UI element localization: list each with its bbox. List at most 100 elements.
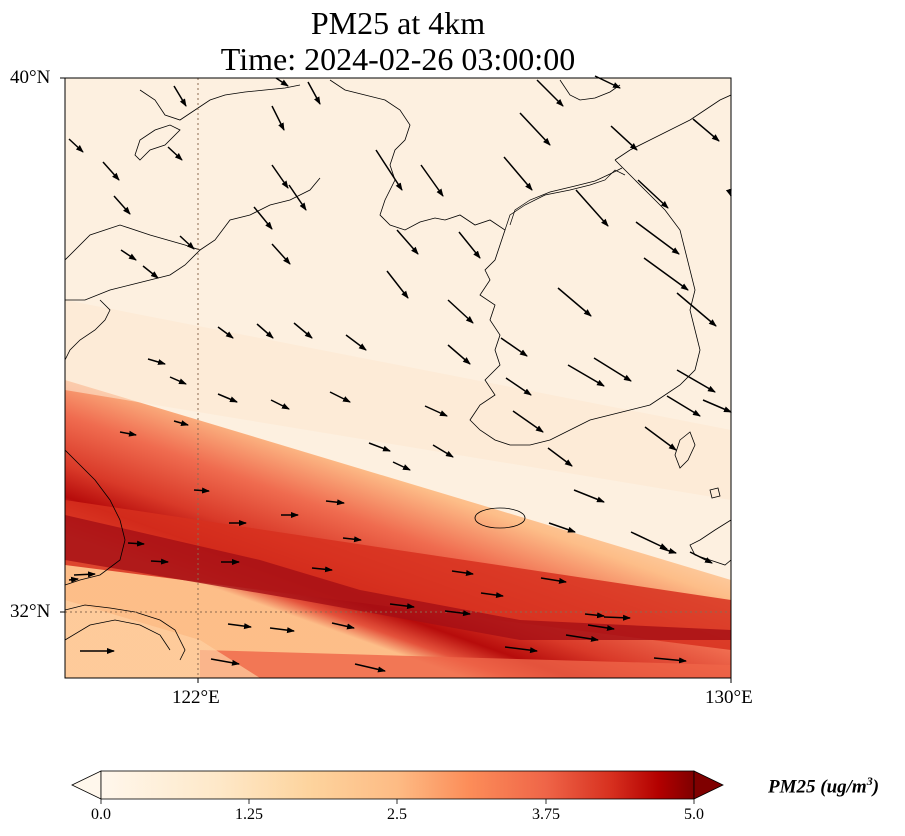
wind-arrow [644,426,677,451]
pm25-field [65,78,731,678]
wind-arrow [256,323,274,339]
wind-arrow [354,663,386,673]
wind-arrow [587,624,615,631]
map-frame [64,77,732,679]
colorbar-label-superscript: 3 [866,774,873,788]
gridlines [65,78,731,678]
wind-arrow [504,646,538,654]
wind-arrow [396,229,419,255]
wind-arrow [167,146,183,161]
wind-arrow [575,189,609,227]
wind-arrow [480,592,504,599]
wind-arrow [451,570,474,576]
wind-arrow [329,391,351,403]
wind-arrow [536,79,564,107]
lat-tick-32n: 32°N [10,601,51,622]
wind-arrow [179,235,195,250]
wind-arrow [557,287,592,317]
wind-arrow [519,112,551,146]
colorbar-tick-0: 0.0 [91,806,111,823]
wind-arrow [173,420,189,426]
colorbar-max-extend [693,770,724,800]
wind-arrow [444,610,471,617]
colorbar-gradient [100,770,695,800]
wind-arrow [288,184,307,211]
wind-arrow [325,499,345,506]
wind-arrow [420,164,444,197]
wind-arrow [142,265,159,279]
wind-arrow [227,623,252,630]
colorbar-ticks [100,799,695,804]
wind-arrow [68,576,79,583]
colorbar-tick-4: 5.0 [684,806,704,823]
wind-arrow [630,531,668,550]
wind-arrow [610,125,638,151]
wind-arrow [692,118,720,142]
wind-arrow [147,358,166,365]
wind-arrow [503,156,533,191]
colorbar-tick-3: 3.75 [532,806,560,823]
wind-arrow [637,179,669,209]
wind-arrow [217,393,238,403]
wind-arrow [368,442,391,452]
wind-arrow [271,164,289,189]
wind-arrow [127,540,145,547]
wind-arrow [173,85,187,107]
wind-arrow [702,399,732,413]
lon-tick-130e: 130°E [705,687,753,708]
wind-arrow [169,376,187,385]
wind-arrow [375,149,403,191]
colorbar-label-end: ) [872,776,880,798]
wind-arrow [120,249,137,261]
wind-arrow [547,447,573,467]
wind-arrow [548,522,576,533]
wind-arrow [676,292,717,327]
wind-arrow [593,357,632,382]
wind-arrow [73,571,96,578]
wind-arrow [540,577,567,584]
wind-arrow [676,369,716,393]
wind-arrow [635,221,680,255]
colorbar-label-main: PM25 (ug/m [768,776,867,798]
wind-arrow [432,444,454,458]
wind-arrow [102,161,120,181]
wind-arrow [293,322,313,339]
wind-arrow [342,536,362,543]
wind-arrow [392,461,411,471]
colorbar-min-extend [71,770,102,800]
wind-arrow [565,634,599,642]
wind-arrow [567,364,605,387]
wind-arrow [389,603,415,610]
wind-arrow [275,77,289,87]
wind-arrow [119,430,137,437]
colorbar-tick-1: 1.25 [235,806,263,823]
wind-arrow [113,195,131,215]
wind-arrow [150,558,169,565]
wind-arrow [603,614,631,621]
wind-arrow [210,658,240,666]
map-title-line-2: Time: 2024-02-26 03:00:00 [220,41,576,77]
wind-arrow [666,395,701,417]
wind-arrow [270,399,290,410]
wind-arrow [253,206,273,230]
wind-arrow [659,547,677,554]
wind-arrow [386,270,409,299]
wind-arrow [643,257,689,291]
wind-arrow [500,337,528,357]
wind-arrow [447,299,474,324]
wind-arrow [307,81,321,105]
colorbar-label: PM25 (ug/m3) [768,774,879,798]
wind-vectors [68,75,732,673]
map-title-line-1: PM25 at 4km [310,5,486,41]
wind-arrow [269,627,295,634]
wind-arrow [311,566,333,573]
wind-arrow [424,405,448,417]
wind-arrow [584,612,605,619]
lat-tick-40n: 40°N [10,67,51,88]
wind-arrow [458,231,481,259]
wind-arrow [505,377,532,396]
wind-arrow [573,489,605,503]
wind-arrow [271,105,285,131]
wind-arrow [512,410,544,433]
